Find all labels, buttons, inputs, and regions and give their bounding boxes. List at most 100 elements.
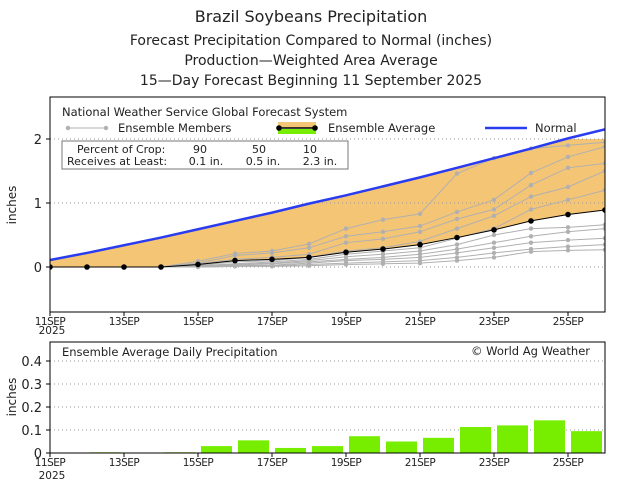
top-xtick-year: 2025: [39, 325, 66, 337]
x-tick-label: 21SEP: [405, 457, 436, 469]
ensemble-average-point: [195, 261, 201, 268]
ensemble-member-point: [565, 143, 571, 148]
ensemble-member-point: [232, 253, 238, 258]
legend-average: Ensemble Average: [328, 121, 435, 135]
subtitle-1: Forecast Precipitation Compared to Norma…: [130, 33, 492, 49]
x-tick-label: 15SEP: [183, 457, 214, 469]
ensemble-member-point: [565, 184, 571, 190]
ensemble-member-point: [454, 216, 460, 222]
daily-bar: [497, 425, 528, 453]
legend-bar-swatch: [278, 129, 316, 134]
ensemble-member-point: [565, 197, 571, 202]
plot-frame: [49, 96, 606, 313]
ensemble-member-point: [417, 260, 423, 266]
ensemble-member-point: [602, 144, 605, 149]
ensemble-member-point: [491, 245, 497, 250]
ensemble-member-point: [565, 229, 571, 234]
ensemble-member-point: [565, 248, 571, 253]
ensemble-member-point: [232, 264, 238, 269]
y-tick-label: 2: [34, 133, 42, 148]
top-ylabel: inches: [5, 186, 19, 225]
ensemble-member-point: [491, 232, 497, 238]
ensemble-member-point: [602, 161, 605, 166]
ensemble-member-point: [380, 252, 386, 257]
legend-normal: Normal: [535, 121, 577, 135]
deficit-fill: [50, 139, 605, 267]
ensemble-member-point: [380, 217, 386, 222]
ensemble-member-point: [417, 223, 423, 229]
daily-bar: [238, 440, 269, 453]
daily-bar: [534, 420, 565, 453]
y-tick-label: 0.1: [21, 424, 42, 439]
y-tick-label: 0.2: [21, 401, 42, 416]
ensemble-member-point: [343, 262, 349, 267]
ensemble-member-point: [343, 234, 349, 239]
ensemble-member-point: [491, 240, 497, 245]
ensemble-member-point: [454, 246, 460, 252]
title: Brazil Soybeans Precipitation: [195, 7, 428, 26]
ensemble-member-point: [306, 245, 312, 250]
x-tick-label: 13SEP: [109, 457, 140, 469]
bottom-ylabel: inches: [5, 378, 19, 417]
ensemble-member-point: [269, 264, 275, 269]
y-tick-label: 0: [34, 447, 42, 462]
normal-line: [50, 128, 605, 262]
ensemble-member-point: [454, 250, 460, 256]
ensemble-average-point: [491, 227, 497, 233]
crop-row2-05: 0.5 in.: [246, 155, 281, 168]
legend-members-point: [65, 125, 71, 131]
legend-average-point: [312, 125, 318, 131]
crop-row2-01: 0.1 in.: [189, 155, 224, 168]
ensemble-average-line: [50, 209, 605, 268]
ensemble-member-point: [602, 242, 605, 247]
plot-area: [50, 128, 605, 270]
ensemble-member-point: [528, 194, 534, 199]
crop-row2-23: 2.3 in.: [303, 155, 338, 168]
x-tick-label: 15SEP: [183, 316, 214, 328]
ensemble-member-point: [528, 249, 534, 254]
ensemble-member-point: [380, 229, 386, 234]
ensemble-member-point: [491, 250, 497, 256]
ensemble-member-point: [528, 226, 534, 231]
crop-row2-label: Receives at Least:: [67, 155, 167, 168]
ensemble-member-point: [602, 226, 605, 231]
ensemble-member-point: [565, 154, 571, 160]
ensemble-average-point: [232, 257, 238, 264]
ensemble-member-point: [528, 234, 534, 239]
plot-frame: [49, 341, 606, 454]
ensemble-member-point: [602, 222, 605, 227]
daily-bar: [312, 446, 343, 453]
x-tick-label: 19SEP: [331, 316, 362, 328]
bottom-chart-title: Ensemble Average Daily Precipitation: [62, 345, 278, 359]
ensemble-member-point: [491, 213, 497, 218]
daily-bar: [460, 427, 491, 453]
crop-box: [61, 140, 349, 170]
legend-average-point: [276, 125, 282, 131]
x-tick-label: 19SEP: [331, 457, 362, 469]
ensemble-average-point: [565, 211, 571, 218]
ensemble-member-point: [306, 241, 312, 247]
ensemble-member-point: [417, 252, 423, 257]
x-tick-label: 13SEP: [109, 316, 140, 328]
daily-bar: [275, 447, 306, 453]
ensemble-member-point: [454, 255, 460, 260]
crop-row1-90: 90: [193, 143, 207, 156]
subtitle-3: 15—Day Forecast Beginning 11 September 2…: [140, 73, 482, 89]
subtitle-2: Production—Weighted Area Average: [184, 53, 437, 69]
copyright: © World Ag Weather: [471, 344, 590, 358]
legend-fill-swatch: [278, 122, 316, 128]
ensemble-average-point: [121, 264, 127, 270]
x-tick-label: 17SEP: [257, 457, 288, 469]
ensemble-member-point: [380, 261, 386, 266]
legend-members-point: [103, 125, 109, 131]
ensemble-member-point: [417, 248, 423, 254]
ensemble-member-point: [380, 236, 386, 242]
daily-bar: [349, 436, 380, 453]
ensemble-member-point: [491, 197, 497, 202]
ensemble-member-point: [602, 247, 605, 252]
ensemble-member-point: [565, 244, 571, 249]
ensemble-member-point: [454, 226, 460, 231]
ensemble-member-point: [454, 258, 460, 263]
x-tick-label: 23SEP: [479, 457, 510, 469]
x-tick-label: 23SEP: [479, 316, 510, 328]
